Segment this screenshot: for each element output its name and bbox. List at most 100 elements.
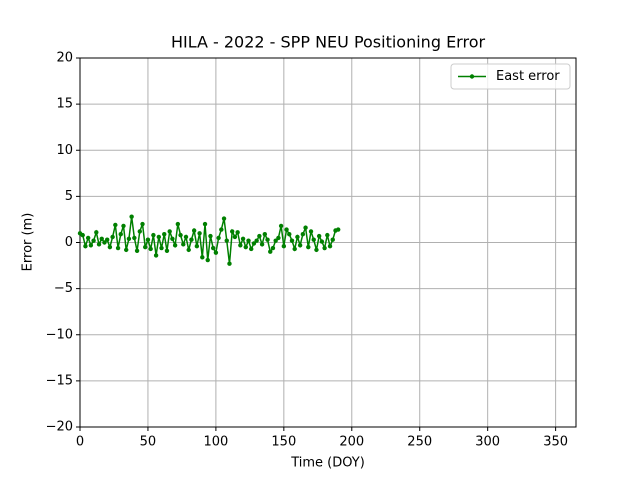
data-point — [140, 221, 145, 227]
data-point — [126, 236, 132, 242]
data-point — [224, 238, 229, 243]
data-point — [159, 245, 164, 251]
data-point — [162, 231, 167, 237]
y-tick-label: 20 — [56, 51, 73, 66]
data-point — [259, 242, 265, 247]
data-point — [167, 229, 172, 234]
data-point — [300, 231, 306, 237]
data-point — [246, 238, 251, 243]
y-tick-label: −10 — [46, 327, 73, 342]
data-point — [297, 243, 303, 248]
data-point — [281, 243, 287, 249]
legend: East error — [450, 63, 571, 90]
plot-frame — [79, 57, 577, 428]
data-point — [306, 244, 311, 250]
data-point — [262, 231, 268, 237]
data-point — [145, 237, 151, 242]
data-point — [118, 231, 123, 237]
y-tick-label: 10 — [56, 143, 73, 158]
y-tick-label: −5 — [54, 281, 73, 296]
data-point — [257, 233, 262, 239]
data-point — [83, 243, 88, 249]
x-axis-label: Time (DOY) — [290, 456, 365, 471]
data-point — [229, 229, 235, 234]
data-point — [186, 247, 191, 253]
data-point — [205, 257, 210, 263]
data-point — [295, 234, 300, 240]
y-tick-label: 0 — [65, 235, 73, 250]
data-point — [251, 241, 257, 246]
data-point — [240, 236, 246, 242]
data-line — [79, 216, 339, 264]
data-point — [148, 246, 153, 252]
data-point — [107, 244, 113, 250]
data-point — [238, 243, 243, 248]
data-point — [121, 223, 126, 229]
data-point — [99, 236, 104, 242]
data-point — [80, 232, 85, 238]
data-point — [88, 243, 94, 248]
data-point — [85, 235, 91, 241]
data-point — [319, 239, 325, 244]
x-tick-label: 100 — [203, 435, 228, 450]
data-point — [132, 235, 137, 241]
data-point — [243, 244, 248, 250]
data-point — [137, 229, 142, 234]
data-point — [94, 230, 99, 235]
data-point — [110, 234, 115, 240]
x-tick-label: 50 — [140, 435, 157, 450]
data-point — [314, 247, 319, 253]
data-point — [96, 242, 102, 247]
data-point — [191, 228, 197, 233]
data-point — [113, 222, 118, 228]
legend-label: East error — [496, 69, 560, 84]
y-tick-label: 15 — [56, 97, 73, 112]
data-point — [330, 237, 335, 242]
data-point — [287, 231, 292, 237]
data-point — [134, 248, 140, 254]
data-point — [308, 229, 314, 234]
data-point — [270, 245, 276, 251]
y-tick-label: −15 — [46, 373, 73, 388]
data-point — [202, 221, 208, 227]
data-point — [327, 243, 333, 249]
x-tick-label: 300 — [475, 435, 500, 450]
data-point — [200, 255, 205, 260]
data-point — [221, 216, 227, 221]
data-point — [197, 231, 202, 236]
data-point — [124, 247, 129, 253]
data-point — [210, 245, 216, 251]
data-point — [175, 221, 181, 227]
chart-title: HILA - 2022 - SPP NEU Positioning Error — [171, 33, 486, 52]
data-point — [216, 235, 221, 241]
data-point — [183, 234, 189, 240]
data-point — [181, 242, 186, 247]
data-point — [254, 238, 259, 243]
y-tick-label: 5 — [65, 189, 73, 204]
data-point — [129, 214, 134, 219]
data-point — [322, 245, 327, 251]
data-point — [104, 237, 110, 242]
data-point — [143, 244, 148, 250]
data-point — [265, 237, 270, 242]
data-point — [227, 261, 232, 266]
data-point — [335, 227, 341, 232]
x-tick-label: 200 — [339, 435, 364, 450]
data-point — [268, 249, 273, 254]
data-point — [172, 243, 178, 248]
data-point — [325, 232, 330, 238]
data-point — [235, 230, 240, 235]
data-point — [164, 248, 170, 254]
x-tick-label: 0 — [76, 435, 84, 450]
data-point — [284, 227, 289, 232]
data-point — [213, 250, 219, 255]
data-point — [278, 223, 284, 229]
data-point — [316, 233, 322, 239]
data-point — [156, 234, 162, 240]
data-point — [249, 246, 254, 252]
data-point — [189, 237, 194, 242]
data-point — [178, 232, 183, 238]
legend-box — [450, 63, 571, 90]
data-point — [170, 236, 175, 242]
